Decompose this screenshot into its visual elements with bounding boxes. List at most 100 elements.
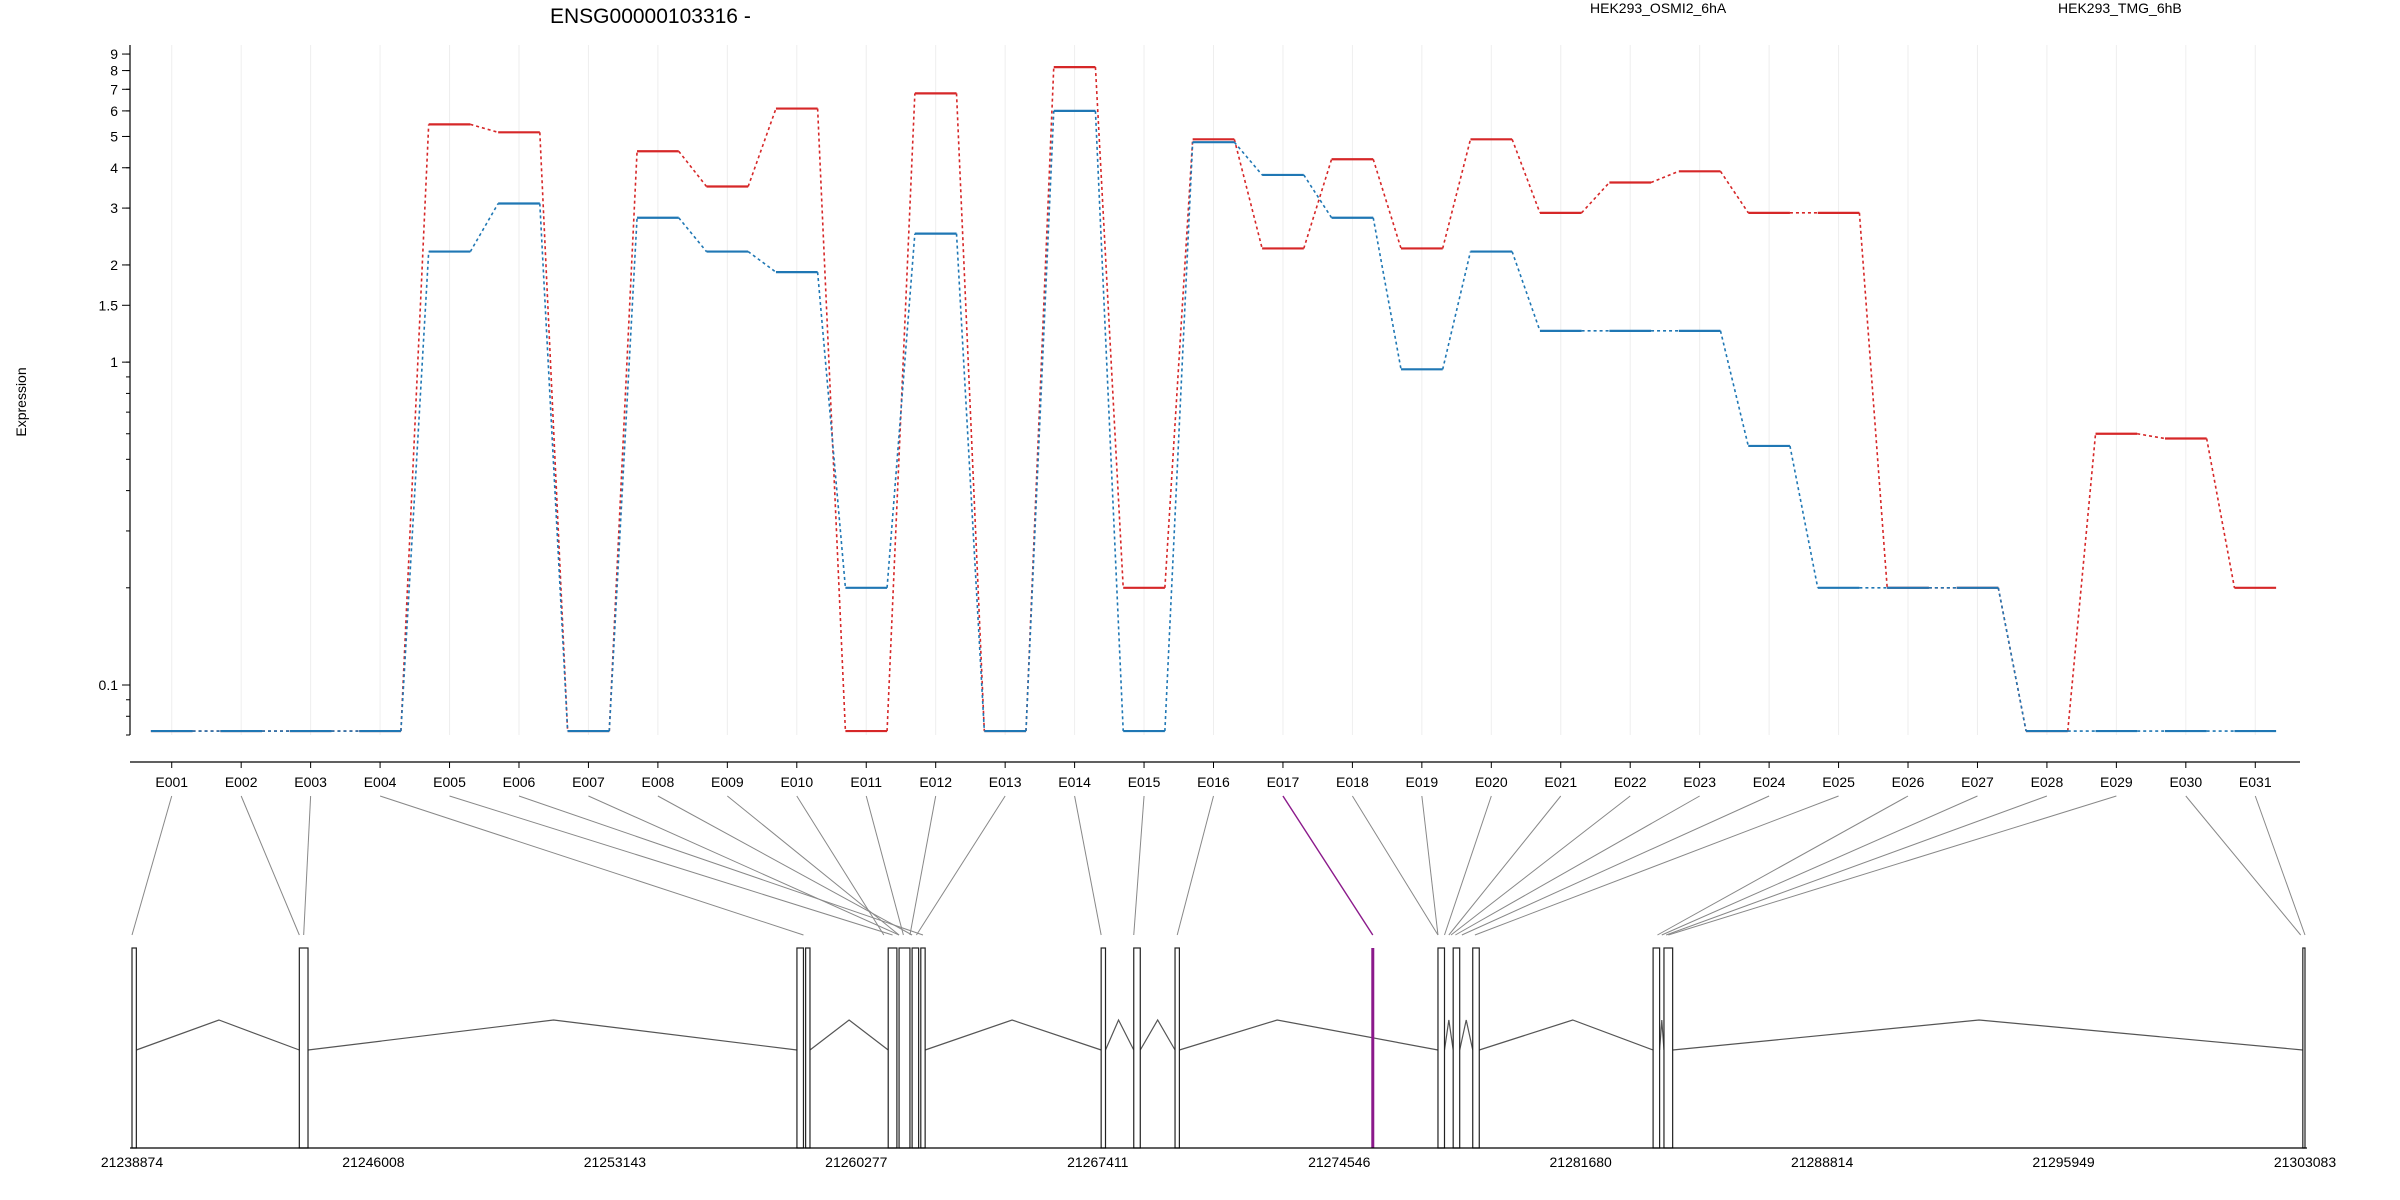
x-tick-label-e003: E003 xyxy=(294,774,327,790)
series-0-connector xyxy=(608,151,638,732)
series-0-connector xyxy=(816,108,847,732)
connector-e002 xyxy=(240,795,300,936)
genomic-coordinate-axis: 21238874 21246008 21253143 21260277 21267411… xyxy=(101,1147,2337,1170)
coordinate-label: 21238874 xyxy=(101,1154,164,1170)
x-tick-label-e016: E016 xyxy=(1197,774,1230,790)
series-1-connector xyxy=(1025,110,1055,732)
series-0-connector xyxy=(747,108,777,187)
x-tick-label-e020: E020 xyxy=(1475,774,1508,790)
grid-lines xyxy=(171,45,2256,735)
connector-e012 xyxy=(909,795,937,936)
exon-block xyxy=(1100,947,1107,1149)
connector-e013 xyxy=(916,795,1006,936)
series-0-connector xyxy=(955,93,986,732)
connector-e006 xyxy=(518,795,924,936)
connector-e022 xyxy=(1450,795,1631,936)
x-tick-label-e014: E014 xyxy=(1058,774,1091,790)
series-1-connector xyxy=(400,251,430,732)
intron xyxy=(1459,1019,1474,1051)
series-0-connector xyxy=(1858,212,1888,588)
x-tick-label-e017: E017 xyxy=(1267,774,1300,790)
series-lines xyxy=(150,66,2277,733)
series-0-connector xyxy=(1303,159,1333,249)
x-tick-label-e027: E027 xyxy=(1961,774,1994,790)
intron xyxy=(307,1019,798,1051)
gene-model xyxy=(131,947,2306,1149)
series-1-connector xyxy=(1303,174,1333,219)
intron xyxy=(1672,1019,2303,1051)
x-tick-label-e012: E012 xyxy=(919,774,952,790)
x-tick-label-e028: E028 xyxy=(2031,774,2064,790)
connector-e007 xyxy=(588,795,900,936)
y-tick-label: 6 xyxy=(110,103,118,119)
y-tick-label: 0.1 xyxy=(99,677,119,693)
exon-block xyxy=(805,947,811,1149)
intron xyxy=(136,1019,300,1051)
intron xyxy=(1659,1019,1665,1051)
exon-block xyxy=(1652,947,1661,1149)
series-1-connector xyxy=(1094,110,1125,732)
x-axis: E001 E002 E003 E004 E005 E006 E007 E008 E009 E010… xyxy=(130,761,2300,790)
connector-e028 xyxy=(1665,795,2048,936)
intron xyxy=(809,1019,889,1051)
series-0-connector xyxy=(1650,170,1680,184)
intron xyxy=(1104,1018,1135,1051)
series-0-connector xyxy=(1164,139,1194,588)
coordinate-label: 21274546 xyxy=(1308,1154,1371,1170)
exon-block xyxy=(2302,947,2306,1149)
series-1-connector xyxy=(816,272,847,588)
coordinate-label: 21303083 xyxy=(2274,1154,2337,1170)
series-0-connector xyxy=(678,150,708,187)
x-tick-label-e025: E025 xyxy=(1822,774,1855,790)
x-tick-label-e002: E002 xyxy=(225,774,258,790)
series-1-connector xyxy=(955,233,986,732)
x-tick-label-e006: E006 xyxy=(503,774,536,790)
y-tick-label: 8 xyxy=(110,63,118,79)
exon-block xyxy=(1663,947,1674,1149)
x-tick-label-e019: E019 xyxy=(1406,774,1439,790)
series-0-connector xyxy=(2205,438,2236,588)
connector-e003 xyxy=(303,795,312,936)
exon-block xyxy=(920,947,926,1149)
x-tick-label-e005: E005 xyxy=(433,774,466,790)
y-tick-label: 4 xyxy=(110,160,118,176)
series-0-connector xyxy=(1025,67,1055,732)
series-0-connector xyxy=(1511,139,1541,214)
series-1-connector xyxy=(1372,217,1402,370)
intron xyxy=(1179,1019,1439,1051)
connector-e011 xyxy=(865,795,904,936)
exon-block xyxy=(1133,947,1141,1149)
connector-e015 xyxy=(1133,795,1145,936)
x-tick-label-e010: E010 xyxy=(780,774,813,790)
x-tick-label-e031: E031 xyxy=(2239,774,2272,790)
connector-e017 xyxy=(1282,795,1374,936)
x-tick-label-e024: E024 xyxy=(1753,774,1786,790)
coordinate-label: 21253143 xyxy=(584,1154,647,1170)
connector-e001 xyxy=(131,795,173,936)
series-1-connector xyxy=(1997,587,2027,732)
x-tick-label-e013: E013 xyxy=(989,774,1022,790)
series-0-connector xyxy=(1372,159,1402,249)
exon-block xyxy=(131,947,137,1149)
y-tick-label: 7 xyxy=(110,81,118,97)
y-tick-label: 1.5 xyxy=(99,297,119,313)
series-1 xyxy=(150,109,2277,733)
y-axis-label: Expression xyxy=(13,367,29,436)
x-tick-label-e007: E007 xyxy=(572,774,605,790)
series-1-connector xyxy=(1789,445,1819,588)
coordinate-label: 21246008 xyxy=(342,1154,405,1170)
chart-title: ENSG00000103316 - xyxy=(550,5,751,28)
series-0-connector xyxy=(400,124,430,732)
exon-block xyxy=(796,947,805,1149)
coordinate-label: 21267411 xyxy=(1067,1154,1128,1170)
x-tick-label-e004: E004 xyxy=(364,774,397,790)
series-1-connector xyxy=(1511,251,1541,332)
connector-e004 xyxy=(379,795,804,936)
y-tick-label: 3 xyxy=(110,200,118,216)
connector-e027 xyxy=(1661,795,1978,936)
series-1-connector xyxy=(469,203,499,252)
x-tick-label-e029: E029 xyxy=(2100,774,2133,790)
x-tick-label-e022: E022 xyxy=(1614,774,1647,790)
connector-e016 xyxy=(1176,795,1214,936)
